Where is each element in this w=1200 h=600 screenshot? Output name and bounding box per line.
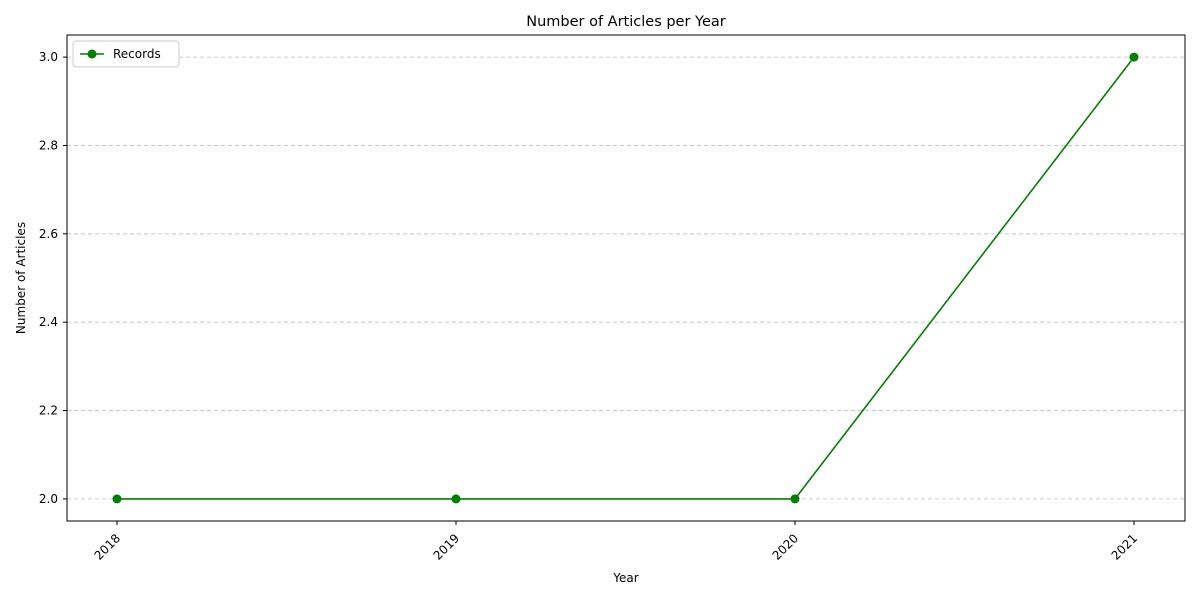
- tick-layer: 2.0 2.2 2.4 2.6 2.8 3.0 2018 2019 2020 2021: [39, 50, 1140, 563]
- y-tick-label: 2.0: [39, 492, 58, 506]
- y-tick-label: 2.2: [39, 404, 58, 418]
- x-axis-title: Year: [612, 571, 638, 585]
- x-tick-label: 2021: [1109, 531, 1140, 562]
- legend: Records: [72, 40, 180, 68]
- data-point: [1129, 52, 1139, 62]
- y-tick-label: 2.8: [39, 138, 58, 152]
- series-line-records: [117, 56, 1135, 500]
- legend-marker-records: [87, 49, 97, 59]
- grid-layer: [67, 56, 1185, 500]
- series-layer: [112, 52, 1139, 504]
- y-tick-label: 3.0: [39, 50, 58, 64]
- legend-label-records: Records: [113, 47, 161, 61]
- legend-box: [72, 40, 180, 68]
- data-point: [451, 494, 461, 504]
- y-axis-title: Number of Articles: [14, 222, 28, 334]
- y-tick-label: 2.4: [39, 315, 58, 329]
- x-tick-label: 2020: [770, 531, 801, 562]
- y-tick-label: 2.6: [39, 227, 58, 241]
- plot-frame: [66, 34, 1186, 522]
- chart-title: Number of Articles per Year: [526, 14, 726, 30]
- data-point: [112, 494, 122, 504]
- x-tick-label: 2019: [431, 531, 462, 562]
- x-tick-label: 2018: [92, 531, 123, 562]
- data-point: [790, 494, 800, 504]
